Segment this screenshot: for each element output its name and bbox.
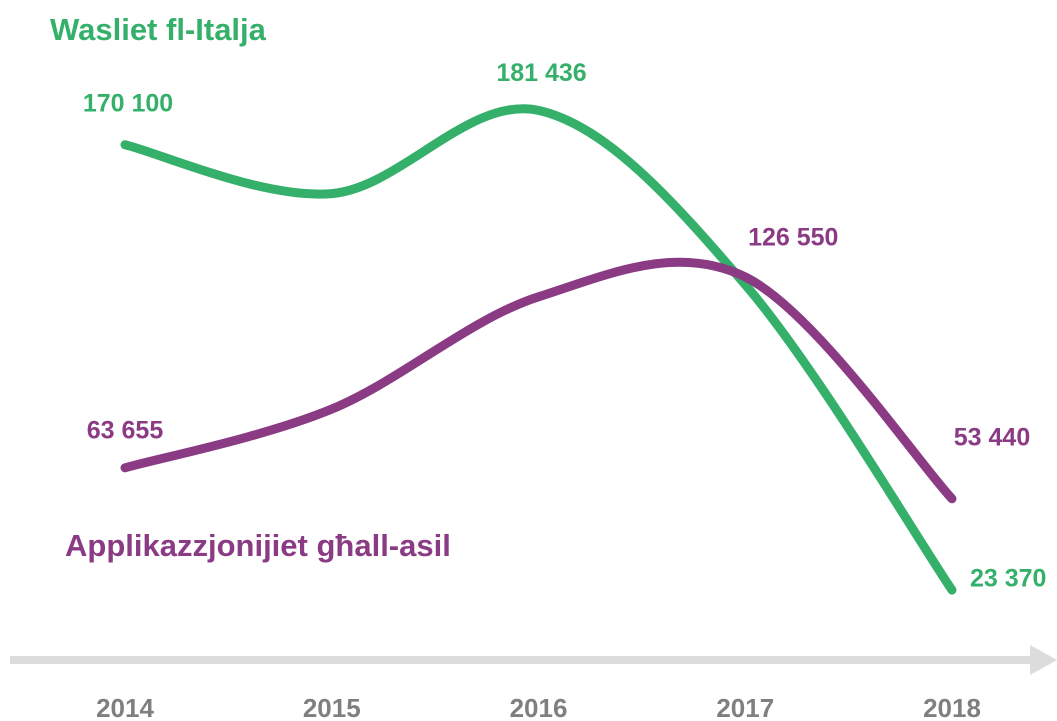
value-label: 181 436	[496, 59, 586, 87]
value-label: 53 440	[954, 423, 1030, 451]
x-tick-label: 2014	[96, 693, 154, 721]
value-label: 126 550	[748, 224, 838, 252]
x-tick-label: 2018	[923, 693, 981, 721]
x-tick-label: 2015	[303, 693, 361, 721]
value-label: 170 100	[83, 89, 173, 117]
series-line	[120, 104, 957, 595]
x-axis-arrow	[1030, 645, 1057, 675]
series-line	[120, 257, 957, 504]
value-label: 63 655	[87, 416, 164, 444]
x-tick-label: 2017	[716, 693, 774, 721]
series-name: Applikazzjonijiet għall-asil	[65, 528, 451, 563]
series-name: Wasliet fl-Italja	[50, 12, 267, 47]
value-label: 23 370	[970, 565, 1046, 593]
x-tick-label: 2016	[510, 693, 568, 721]
